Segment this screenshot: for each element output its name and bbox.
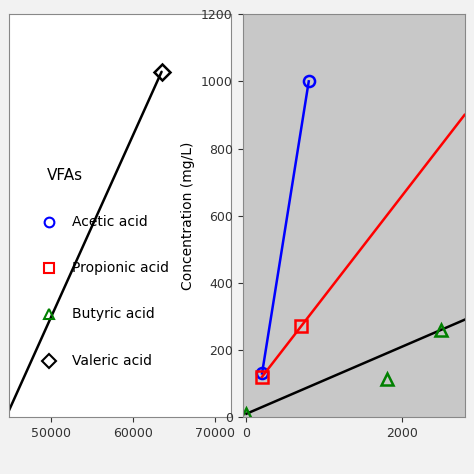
Text: Valeric acid: Valeric acid (72, 354, 152, 368)
Y-axis label: Concentration (mg/L): Concentration (mg/L) (182, 141, 195, 290)
Text: VFAs: VFAs (47, 168, 83, 183)
Text: Propionic acid: Propionic acid (72, 261, 169, 275)
Text: Acetic acid: Acetic acid (72, 215, 147, 229)
Text: Butyric acid: Butyric acid (72, 307, 155, 321)
